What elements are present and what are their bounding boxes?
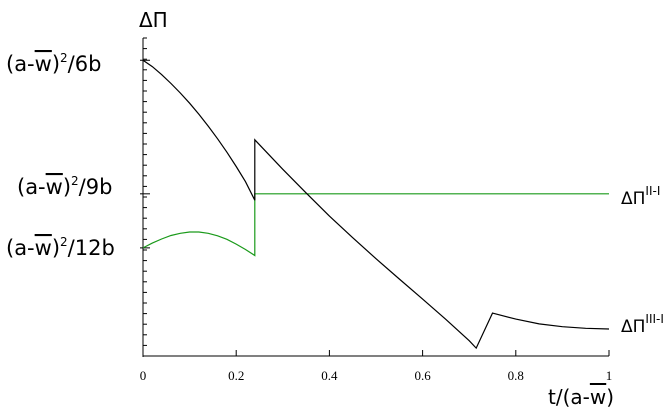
axes	[142, 38, 609, 357]
series-line-ii-i	[142, 193, 609, 257]
w-bar-3: w	[35, 236, 52, 260]
w-bar-1: w	[35, 52, 52, 76]
x-tick-label: 1	[606, 368, 613, 383]
series-layer	[142, 59, 610, 350]
w-bar-2: w	[46, 175, 63, 199]
y-tick-label-3: (a-w)2/12b	[6, 235, 115, 260]
y-tick-label-2: (a-w)2/9b	[17, 174, 112, 199]
y-axis-title: ΔΠ	[139, 8, 168, 32]
y-minor-ticks	[140, 37, 150, 357]
series-line-iii-i	[142, 59, 610, 350]
y-tick-label-1: (a-w)2/6b	[6, 51, 101, 76]
series-label-iii-i: ΔΠIII-I	[621, 312, 664, 337]
x-tick-label: 0	[140, 368, 147, 383]
x-axis-title: t/(a-w)	[548, 385, 614, 409]
x-tick-label: 0.4	[321, 368, 338, 383]
series-label-ii-i: ΔΠII-I	[621, 184, 660, 209]
x-ticks: 0 0.2 0.4 0.6 0.8 1	[140, 350, 613, 383]
x-tick-label: 0.8	[508, 368, 524, 383]
x-tick-label: 0.6	[414, 368, 431, 383]
x-tick-label: 0.2	[228, 368, 244, 383]
